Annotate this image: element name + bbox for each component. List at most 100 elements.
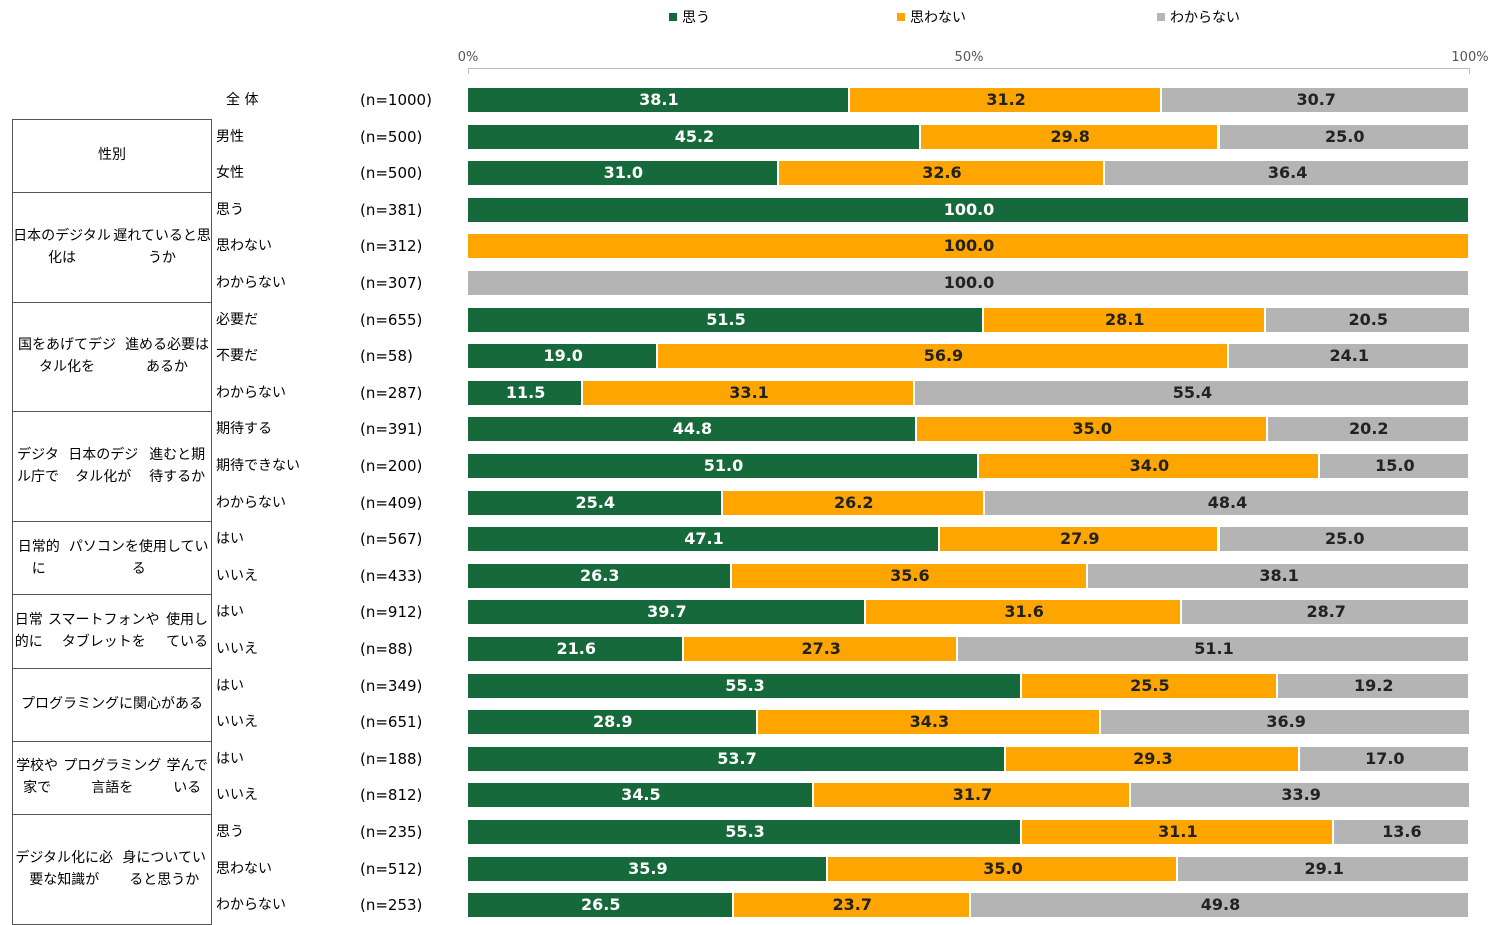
bar-segment — [468, 490, 721, 515]
row-sample-size: (n=188) — [360, 749, 423, 768]
chart-legend: 思う 思わない わからない — [0, 0, 1497, 30]
data-label: 51.0 — [703, 456, 744, 475]
bar-segment — [1105, 161, 1468, 186]
bar-segment — [1178, 856, 1468, 881]
data-label: 20.2 — [1349, 419, 1389, 439]
bar-segment — [1088, 563, 1468, 588]
row-sample-size: (n=312) — [360, 237, 423, 256]
bar-segment — [468, 673, 1021, 698]
bar-segment — [468, 344, 657, 369]
data-label: 31.2 — [986, 90, 1026, 109]
data-label: 100.0 — [943, 199, 995, 219]
legend-label: 思わない — [910, 10, 966, 26]
row-label: わからない — [216, 494, 286, 511]
legend-item: 思う — [669, 7, 710, 27]
row-sample-size: (n=381) — [360, 200, 423, 219]
group-label: 日常的に スマートフォンやタブレットを 使用している — [12, 594, 212, 667]
data-label: 29.3 — [1133, 748, 1173, 768]
data-label: 25.0 — [1325, 529, 1365, 549]
group-label: 国をあげてデジタル化を 進める必要はあるか — [12, 302, 212, 412]
bar-segment — [1006, 746, 1298, 771]
data-label: 100.0 — [943, 273, 995, 292]
row-label: わからない — [216, 897, 286, 914]
group-label-line: 国をあげてデジタル化を — [17, 337, 116, 376]
data-label: 34.3 — [909, 712, 950, 732]
legend-swatch — [1157, 13, 1165, 21]
data-label: 47.1 — [684, 529, 724, 549]
data-label: 11.5 — [505, 382, 546, 402]
bar-segment — [1319, 454, 1468, 478]
group-label: 学校や家で プログラミング言語を 学んでいる — [12, 741, 212, 814]
data-label: 21.6 — [556, 639, 596, 658]
bar-segment — [468, 417, 915, 442]
row-label: はい — [216, 604, 244, 621]
x-axis: 0% 50% 100% — [0, 50, 1497, 74]
data-label: 51.1 — [1194, 639, 1234, 658]
legend-label: わからない — [1170, 10, 1240, 26]
data-label: 53.7 — [717, 748, 757, 768]
bar-segment — [1162, 88, 1468, 112]
data-label: 34.0 — [1129, 456, 1170, 475]
bar-segment — [733, 893, 969, 918]
data-label: 17.0 — [1365, 748, 1405, 768]
data-label: 33.9 — [1281, 785, 1321, 805]
group-label-line: 性別 — [98, 147, 126, 164]
bar-segment — [468, 600, 864, 625]
row-label: 思わない — [216, 238, 272, 255]
data-label: 55.4 — [1172, 382, 1213, 402]
data-label: 39.7 — [647, 602, 687, 622]
data-label: 31.1 — [1158, 822, 1198, 841]
group-label-line: 日常的に — [14, 611, 43, 650]
x-tick-label: 100% — [1451, 50, 1489, 65]
row-sample-size: (n=349) — [360, 676, 423, 695]
bar-segment — [658, 344, 1227, 369]
group-label-line: 進むと期待するか — [149, 447, 206, 486]
bar-segment — [731, 563, 1087, 588]
data-label: 38.1 — [1259, 565, 1299, 585]
row-sample-size: (n=912) — [360, 603, 423, 622]
bar-segment — [468, 307, 983, 332]
legend-swatch — [897, 13, 905, 21]
legend-item: わからない — [1157, 7, 1240, 27]
row-label: いいえ — [216, 714, 258, 731]
data-label: 28.1 — [1105, 309, 1145, 329]
bar-segment — [722, 490, 984, 515]
bar-segment — [468, 380, 582, 405]
group-label-line: 学校や家で — [16, 758, 59, 797]
row-label: 必要だ — [216, 311, 258, 328]
x-axis-line — [468, 68, 1470, 74]
group-label-line: 日本のデジタル化は — [13, 227, 111, 266]
row-sample-size: (n=235) — [360, 823, 423, 841]
bar-segment — [1228, 344, 1468, 369]
data-label: 28.9 — [593, 712, 633, 732]
row-sample-size: (n=253) — [360, 896, 423, 915]
bar-segment — [914, 380, 1468, 405]
bar-segment — [827, 856, 1177, 881]
row-label: 期待できない — [216, 458, 300, 474]
row-sample-size: (n=655) — [360, 310, 423, 329]
group-label: デジタル庁で 日本のデジタル化が 進むと期待するか — [12, 411, 212, 521]
bar-segment — [957, 637, 1468, 661]
row-label: はい — [216, 750, 244, 767]
data-label: 31.6 — [1004, 602, 1044, 622]
data-label: 45.2 — [674, 126, 715, 146]
row-label: いいえ — [216, 567, 258, 584]
legend-label: 思う — [682, 10, 710, 26]
x-tick-label: 0% — [457, 50, 479, 65]
bar-segment — [468, 563, 730, 588]
group-label: 性別 — [12, 119, 212, 192]
row-label: 男性 — [216, 128, 244, 145]
bar-segment — [468, 124, 919, 149]
data-label: 24.1 — [1329, 346, 1369, 366]
legend-swatch — [669, 13, 677, 21]
bar-segment — [1277, 673, 1468, 698]
row-sample-size: (n=409) — [360, 493, 423, 512]
group-label: デジタル化に必要な知識が 身についていると思うか — [12, 814, 212, 924]
legend-item: 思わない — [897, 7, 966, 27]
row-sample-size: (n=500) — [360, 127, 423, 146]
bar-segment — [468, 746, 1005, 771]
x-tick-label: 50% — [954, 50, 984, 65]
bar-segment — [813, 783, 1130, 808]
data-label: 35.6 — [890, 565, 930, 585]
row-sample-size: (n=812) — [360, 786, 423, 805]
